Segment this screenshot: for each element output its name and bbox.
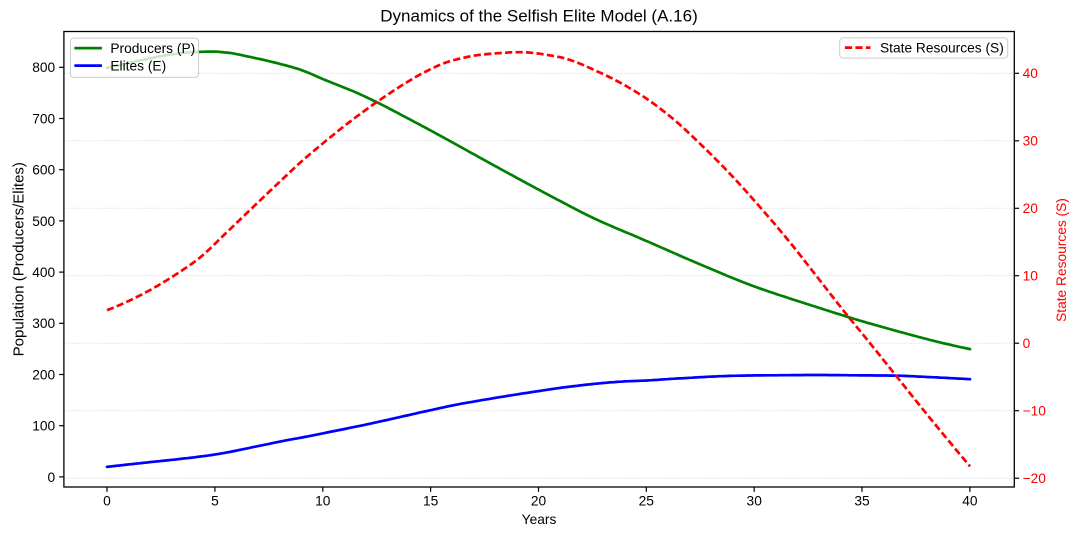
svg-text:100: 100 <box>32 419 55 434</box>
svg-text:10: 10 <box>315 494 331 509</box>
svg-text:Producers (P): Producers (P) <box>110 41 195 56</box>
svg-text:0: 0 <box>48 470 56 485</box>
svg-text:Population (Producers/Elites): Population (Producers/Elites) <box>10 162 27 356</box>
svg-text:400: 400 <box>32 265 55 280</box>
svg-text:300: 300 <box>32 316 55 331</box>
svg-text:Elites (E): Elites (E) <box>110 59 166 74</box>
svg-text:20: 20 <box>1023 201 1039 216</box>
svg-text:500: 500 <box>32 214 55 229</box>
svg-text:0: 0 <box>1023 336 1031 351</box>
svg-text:200: 200 <box>32 367 55 382</box>
svg-text:15: 15 <box>423 494 439 509</box>
svg-text:35: 35 <box>854 494 870 509</box>
svg-text:5: 5 <box>211 494 219 509</box>
svg-text:0: 0 <box>103 494 111 509</box>
svg-text:40: 40 <box>1023 66 1039 81</box>
svg-text:25: 25 <box>639 494 655 509</box>
svg-text:600: 600 <box>32 163 55 178</box>
svg-text:Dynamics of the Selfish Elite: Dynamics of the Selfish Elite Model (A.1… <box>380 7 697 26</box>
svg-text:30: 30 <box>747 494 763 509</box>
svg-text:700: 700 <box>32 111 55 126</box>
svg-text:Years: Years <box>522 512 557 527</box>
svg-text:800: 800 <box>32 60 55 75</box>
svg-text:State Resources (S): State Resources (S) <box>880 41 1004 56</box>
svg-text:−10: −10 <box>1023 404 1047 419</box>
svg-text:20: 20 <box>531 494 547 509</box>
svg-text:State Resources (S): State Resources (S) <box>1054 198 1069 322</box>
svg-text:40: 40 <box>962 494 978 509</box>
svg-text:−20: −20 <box>1023 471 1047 486</box>
svg-text:10: 10 <box>1023 269 1039 284</box>
svg-text:30: 30 <box>1023 134 1039 149</box>
